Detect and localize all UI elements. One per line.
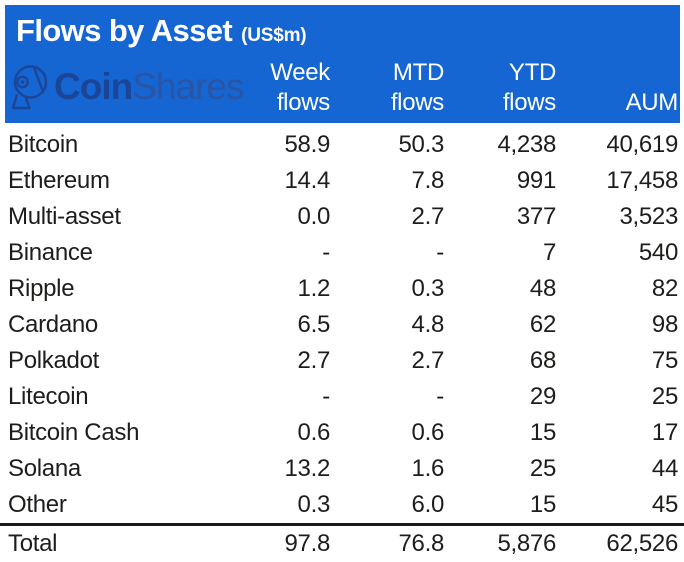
aum-cell: 25 bbox=[651, 383, 678, 410]
coinshares-wordmark: CoinShares bbox=[54, 60, 244, 114]
table-row: Multi-asset 0.0 2.7 377 3,523 bbox=[0, 199, 678, 235]
total-aum: 62,526 bbox=[606, 530, 678, 557]
week-flows-cell: 13.2 bbox=[284, 455, 330, 482]
week-flows-cell: 0.3 bbox=[297, 491, 331, 518]
ytd-flows-cell: 377 bbox=[516, 203, 556, 230]
table-row: Bitcoin Cash 0.6 0.6 15 17 bbox=[0, 415, 678, 451]
mtd-flows-cell: 2.7 bbox=[411, 347, 445, 374]
mtd-flows-cell: 1.6 bbox=[411, 455, 445, 482]
asset-name-cell: Cardano bbox=[8, 311, 98, 338]
aum-cell: 98 bbox=[651, 311, 678, 338]
table-body: Bitcoin 58.9 50.3 4,238 40,619 Ethereum … bbox=[0, 127, 684, 523]
asset-name-cell: Bitcoin bbox=[8, 131, 78, 158]
total-label: Total bbox=[8, 530, 58, 557]
asset-name-cell: Bitcoin Cash bbox=[8, 419, 140, 446]
asset-name-cell: Ethereum bbox=[8, 167, 110, 194]
table-row: Polkadot 2.7 2.7 68 75 bbox=[0, 343, 678, 379]
asset-name-cell: Multi-asset bbox=[8, 203, 121, 230]
week-flows-cell: 2.7 bbox=[297, 347, 331, 374]
week-flows-cell: 6.5 bbox=[297, 311, 331, 338]
mtd-flows-cell: 6.0 bbox=[411, 491, 445, 518]
column-headers: Week flows MTD flows YTD flows AUM bbox=[0, 58, 678, 118]
table-row: Litecoin - - 29 25 bbox=[0, 379, 678, 415]
table-row: Binance - - 7 540 bbox=[0, 235, 678, 271]
ytd-flows-cell: 68 bbox=[529, 347, 556, 374]
ytd-flows-cell: 25 bbox=[529, 455, 556, 482]
coinshares-logo: CoinShares bbox=[11, 60, 244, 114]
total-ytd-flows: 5,876 bbox=[497, 530, 556, 557]
table-row: Ethereum 14.4 7.8 991 17,458 bbox=[0, 163, 678, 199]
mtd-flows-cell: - bbox=[436, 239, 444, 266]
week-flows-cell: 14.4 bbox=[284, 167, 330, 194]
asset-name-cell: Polkadot bbox=[8, 347, 99, 374]
aum-cell: 17 bbox=[651, 419, 678, 446]
ytd-flows-cell: 29 bbox=[529, 383, 556, 410]
title-unit: (US$m) bbox=[241, 25, 307, 46]
table-row: Bitcoin 58.9 50.3 4,238 40,619 bbox=[0, 127, 678, 163]
ytd-flows-cell: 15 bbox=[529, 419, 556, 446]
aum-cell: 45 bbox=[651, 491, 678, 518]
week-flows-cell: 0.6 bbox=[297, 419, 331, 446]
ytd-flows-cell: 4,238 bbox=[497, 131, 556, 158]
table-row: Cardano 6.5 4.8 62 98 bbox=[0, 307, 678, 343]
asset-name-cell: Binance bbox=[8, 239, 93, 266]
logo-text-coin: Coin bbox=[54, 66, 133, 107]
aum-cell: 82 bbox=[651, 275, 678, 302]
asset-name-cell: Solana bbox=[8, 455, 81, 482]
column-header-spacer bbox=[0, 58, 212, 118]
ytd-flows-cell: 15 bbox=[529, 491, 556, 518]
page-title: Flows by Asset bbox=[16, 13, 233, 48]
table-header-background bbox=[5, 5, 680, 123]
ytd-flows-cell: 991 bbox=[516, 167, 556, 194]
aum-cell: 3,523 bbox=[619, 203, 678, 230]
mtd-flows-cell: 4.8 bbox=[411, 311, 445, 338]
mtd-flows-cell: 0.3 bbox=[411, 275, 445, 302]
ytd-flows-cell: 7 bbox=[542, 239, 556, 266]
mtd-flows-cell: - bbox=[436, 383, 444, 410]
ytd-flows-cell: 48 bbox=[529, 275, 556, 302]
ytd-flows-cell: 62 bbox=[529, 311, 556, 338]
week-flows-cell: 0.0 bbox=[297, 203, 331, 230]
total-week-flows: 97.8 bbox=[284, 530, 330, 557]
week-flows-cell: 58.9 bbox=[284, 131, 330, 158]
table-title: Flows by Asset (US$m) bbox=[16, 13, 307, 49]
column-header-ytd-flows: YTD flows bbox=[502, 59, 556, 116]
table-row: Ripple 1.2 0.3 48 82 bbox=[0, 271, 678, 307]
astronaut-helmet-icon bbox=[11, 65, 47, 110]
aum-cell: 75 bbox=[651, 347, 678, 374]
week-flows-cell: - bbox=[322, 383, 330, 410]
mtd-flows-cell: 7.8 bbox=[411, 167, 445, 194]
aum-cell: 540 bbox=[638, 239, 678, 266]
mtd-flows-cell: 0.6 bbox=[411, 419, 445, 446]
week-flows-cell: - bbox=[322, 239, 330, 266]
asset-name-cell: Ripple bbox=[8, 275, 75, 302]
aum-cell: 44 bbox=[651, 455, 678, 482]
asset-name-cell: Other bbox=[8, 491, 67, 518]
logo-text-shares: Shares bbox=[132, 66, 244, 107]
week-flows-cell: 1.2 bbox=[297, 275, 331, 302]
aum-cell: 40,619 bbox=[606, 131, 678, 158]
column-header-week-flows: Week flows bbox=[270, 59, 330, 116]
mtd-flows-cell: 50.3 bbox=[398, 131, 444, 158]
mtd-flows-cell: 2.7 bbox=[411, 203, 445, 230]
aum-cell: 17,458 bbox=[606, 167, 678, 194]
table-row: Other 0.3 6.0 15 45 bbox=[0, 487, 678, 523]
total-mtd-flows: 76.8 bbox=[398, 530, 444, 557]
column-header-mtd-flows: MTD flows bbox=[390, 59, 444, 116]
column-header-aum: AUM bbox=[625, 89, 679, 116]
table-row: Solana 13.2 1.6 25 44 bbox=[0, 451, 678, 487]
total-row: Total 97.8 76.8 5,876 62,526 bbox=[0, 523, 684, 562]
asset-name-cell: Litecoin bbox=[8, 383, 89, 410]
